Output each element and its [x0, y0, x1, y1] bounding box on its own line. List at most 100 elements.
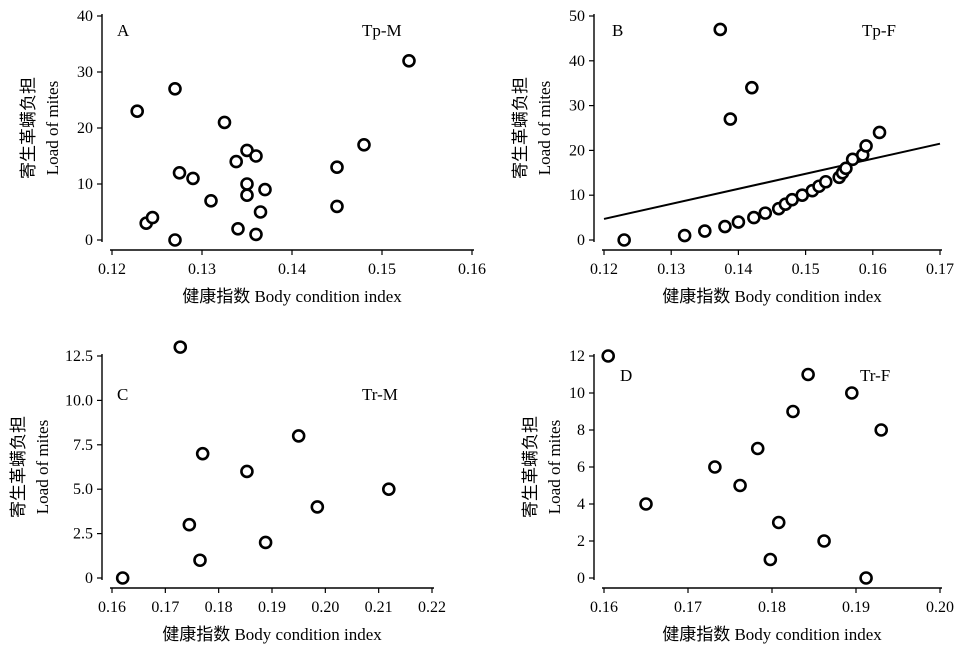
data-point [708, 460, 722, 474]
data-point [601, 349, 616, 363]
panel-d: 0.16 0.17 0.18 0.19 0.20 0 2 4 6 8 10 12 健康指数 Body c… [521, 348, 954, 644]
x-axis-label: 健康指数 Body condition index [662, 625, 882, 644]
y-tick-label: 30 [569, 98, 585, 115]
panel-a: 0.12 0.13 0.14 0.15 0.16 0 10 20 30 40 健康指数 Body c… [19, 8, 486, 306]
data-point [240, 464, 254, 479]
data-point [130, 104, 144, 118]
y-axis-label-en: Load of mites [33, 420, 52, 514]
data-point [677, 228, 692, 243]
y-tick-label: 0 [85, 570, 93, 587]
x-tick-label: 0.15 [368, 261, 396, 278]
y-tick-label: 10 [569, 187, 585, 204]
y-axis-label-en: Load of mites [535, 81, 554, 175]
x-tick-label: 0.19 [258, 599, 286, 616]
data-point [818, 174, 833, 189]
data-point [872, 125, 887, 140]
data-point [844, 386, 859, 400]
y-tick-label: 0 [577, 232, 585, 249]
data-point [204, 194, 218, 208]
data-point [817, 534, 831, 548]
x-axis-label: 健康指数 Body condition index [162, 625, 382, 644]
data-point [771, 515, 786, 530]
x-tick-label: 0.16 [458, 261, 486, 278]
x-tick-label: 0.19 [842, 599, 870, 616]
y-tick-label: 0 [85, 232, 93, 249]
data-point [249, 149, 263, 163]
x-axis-label: 健康指数 Body condition index [182, 287, 402, 306]
data-point [381, 482, 396, 497]
y-tick-label: 4 [577, 496, 585, 513]
y-tick-label: 6 [577, 459, 585, 476]
data-point [617, 233, 631, 247]
data-point [859, 571, 873, 585]
x-tick-label: 0.17 [151, 599, 179, 616]
panel-b: 0.12 0.13 0.14 0.15 0.16 0.17 0 10 20 30 40 50 健康指数 … [511, 8, 954, 306]
data-point [733, 478, 747, 493]
data-point [874, 423, 889, 437]
x-tick-label: 0.20 [926, 599, 954, 616]
data-point [240, 177, 254, 191]
data-point [186, 171, 200, 186]
data-point [713, 22, 728, 37]
y-tick-label: 50 [569, 8, 585, 25]
panel-letter: B [612, 21, 623, 40]
x-tick-label: 0.16 [98, 599, 126, 616]
y-tick-label: 12 [569, 348, 585, 365]
panel-code: Tr-F [860, 366, 890, 385]
data-point [786, 404, 800, 419]
data-point [231, 222, 245, 236]
x-tick-label: 0.18 [758, 599, 786, 616]
panel-code: Tp-M [362, 21, 402, 40]
data-point [839, 161, 853, 176]
data-point [168, 233, 182, 247]
data-point [217, 115, 232, 130]
data-point [745, 80, 759, 95]
y-axis-label-zh: 寄生革螨负担 [9, 416, 28, 518]
y-tick-label: 40 [569, 53, 585, 70]
data-point [291, 429, 306, 443]
y-tick-label: 12.5 [65, 348, 93, 365]
y-tick-label: 20 [77, 120, 93, 137]
data-point [172, 166, 187, 180]
y-tick-label: 8 [577, 422, 585, 439]
x-tick-label: 0.16 [590, 599, 618, 616]
y-axis-label-zh: 寄生革螨负担 [19, 77, 38, 179]
data-point [253, 205, 268, 219]
data-point [310, 500, 325, 514]
data-point [168, 82, 182, 96]
panel-letter: D [620, 366, 632, 385]
data-point [258, 535, 273, 550]
data-point [173, 340, 188, 354]
data-point [747, 210, 761, 225]
x-tick-label: 0.12 [98, 261, 126, 278]
trend-line [603, 142, 941, 220]
data-point [639, 497, 653, 511]
data-point [249, 227, 263, 242]
data-point [731, 215, 746, 229]
y-tick-label: 10.0 [65, 392, 93, 409]
x-tick-label: 0.20 [311, 599, 339, 616]
data-point [115, 571, 130, 585]
x-tick-label: 0.16 [859, 261, 887, 278]
data-point [357, 138, 371, 152]
x-tick-label: 0.17 [926, 261, 954, 278]
x-tick-label: 0.14 [724, 261, 752, 278]
y-tick-label: 2.5 [73, 526, 93, 543]
data-point [758, 206, 773, 220]
y-tick-label: 0 [577, 570, 585, 587]
x-tick-label: 0.21 [365, 599, 393, 616]
data-point [145, 210, 160, 225]
panel-letter: A [117, 21, 130, 40]
x-tick-label: 0.13 [657, 261, 685, 278]
data-point [195, 446, 210, 461]
y-tick-label: 20 [569, 142, 585, 159]
data-point [801, 367, 815, 382]
x-tick-label: 0.17 [674, 599, 702, 616]
data-point [240, 188, 254, 202]
x-tick-label: 0.14 [278, 261, 306, 278]
y-axis-label-en: Load of mites [545, 420, 564, 514]
y-axis-label-en: Load of mites [43, 81, 62, 175]
y-tick-label: 30 [77, 64, 93, 81]
data-point [402, 53, 416, 68]
data-point [763, 552, 778, 567]
